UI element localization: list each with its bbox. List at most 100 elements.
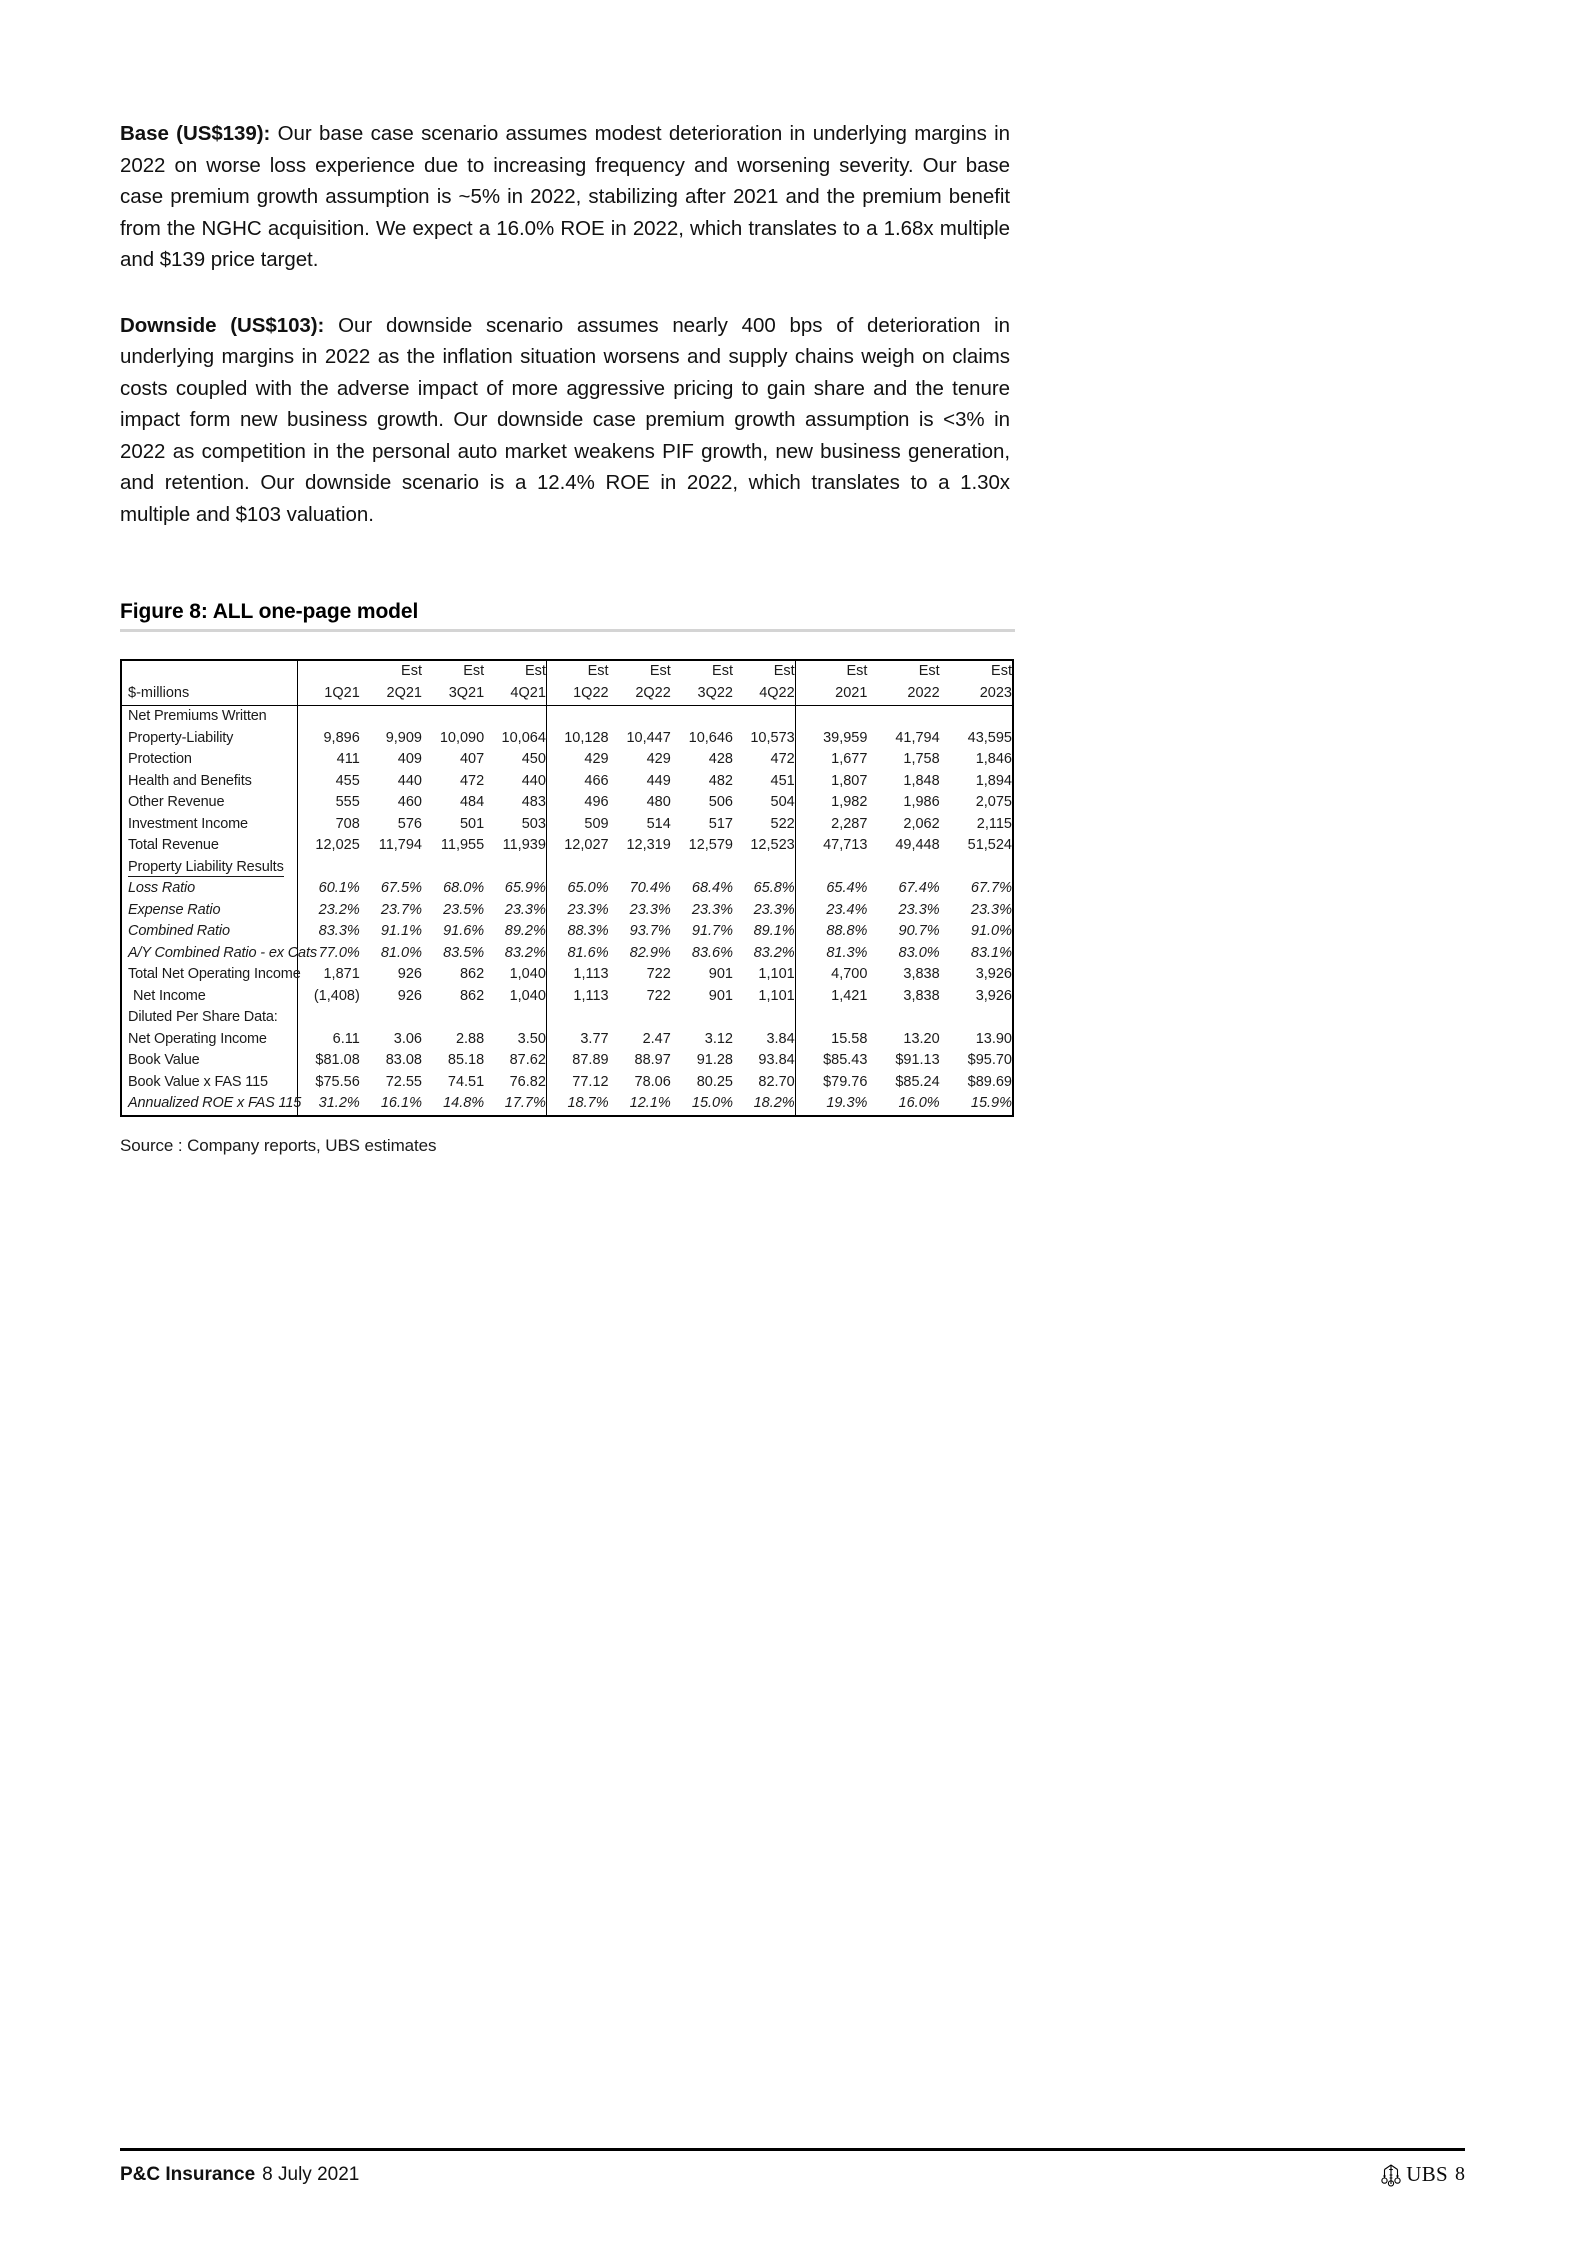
figure-caption: Figure 8: ALL one-page model <box>120 600 419 623</box>
table-cell <box>360 857 422 879</box>
table-cell: $75.56 <box>297 1071 360 1093</box>
table-cell: 722 <box>646 966 671 982</box>
header-period-3q21: 3Q21 <box>421 682 485 706</box>
table-cell: 1,113 <box>545 985 609 1007</box>
row-label: Investment Income <box>128 815 248 832</box>
table-cell: 15.9% <box>970 1095 1012 1111</box>
header-est-2q22: Est <box>649 663 671 679</box>
table-cell: 2.47 <box>642 1030 671 1047</box>
table-cell: 83.1% <box>970 944 1012 961</box>
table-cell: 10,090 <box>439 729 485 746</box>
table-cell: 411 <box>297 749 360 771</box>
table-body: Net Premiums Written Property-Liability 9,… <box>122 705 1012 1115</box>
table-cell: 12.1% <box>629 1095 671 1111</box>
header-period-2022: 2022 <box>867 682 940 706</box>
row-label: Book Value <box>128 1052 200 1068</box>
table-row: A/Y Combined Ratio - ex Cats 77.0% 81.0% 83… <box>122 942 1012 964</box>
page-footer: P&C Insurance 8 July 2021 <box>120 2162 1465 2187</box>
header-period-4q21: 4Q21 <box>484 682 547 706</box>
table-cell: 88.3% <box>545 921 609 943</box>
table-cell: 65.0% <box>545 878 609 900</box>
row-label: Total Revenue <box>128 837 219 853</box>
table-row: Protection 411 409 407 450 429 429 428 472 1,677 1… <box>122 749 1012 771</box>
table-cell: 81.0% <box>380 944 422 961</box>
table-row: Health and Benefits 455 440 472 440 466 449 482… <box>122 770 1012 792</box>
table-cell: 10,064 <box>501 729 546 746</box>
table-cell: 91.7% <box>691 923 733 939</box>
table-cell: 23.3% <box>629 901 671 918</box>
row-label: Combined Ratio <box>128 923 230 939</box>
table-cell: 13.90 <box>975 1030 1012 1047</box>
table-cell: 68.0% <box>443 880 485 896</box>
table-cell: 23.3% <box>691 901 733 918</box>
table-cell: 901 <box>708 987 733 1004</box>
header-period-2023: 2023 <box>939 682 1012 706</box>
body-content: Base (US$139): Our base case scenario as… <box>120 118 1010 564</box>
table-cell: 480 <box>646 794 671 810</box>
table-cell: 11,939 <box>502 837 546 853</box>
table-cell: 23.3% <box>970 901 1012 918</box>
table-cell: 65.4% <box>794 878 868 900</box>
table-cell: $81.08 <box>297 1050 360 1072</box>
table-cell: 83.2% <box>753 944 795 961</box>
row-label: Other Revenue <box>128 794 225 810</box>
table-cell: 1,040 <box>509 987 546 1004</box>
table-cell: 76.82 <box>509 1073 546 1090</box>
table-cell: 484 <box>459 794 485 810</box>
row-label: Annualized ROE x FAS 115 <box>128 1095 302 1111</box>
row-label: Net Premiums Written <box>128 708 267 724</box>
table-cell <box>609 706 671 728</box>
table-cell: 2,115 <box>976 815 1012 832</box>
row-label: Health and Benefits <box>128 772 252 789</box>
footer-right: UBS 8 <box>1380 2162 1465 2187</box>
table-cell: 91.6% <box>443 923 485 939</box>
table-cell: 83.5% <box>443 944 485 961</box>
table-cell <box>297 705 360 728</box>
header-period-2q22: 2Q22 <box>608 682 671 706</box>
table-cell: 23.4% <box>794 899 868 921</box>
table-cell: 67.5% <box>380 880 422 896</box>
ubs-logo: UBS <box>1380 2162 1448 2187</box>
table-cell <box>609 857 671 879</box>
header-est-1q22: Est <box>545 661 609 683</box>
table-cell: 91.0% <box>970 923 1012 939</box>
header-period-2021: 2021 <box>794 682 868 706</box>
table-cell <box>733 706 795 728</box>
table-cell: $85.24 <box>895 1073 940 1090</box>
table-cell: 82.9% <box>629 944 671 961</box>
table-cell: 451 <box>770 772 795 789</box>
table-cell: 88.97 <box>634 1052 671 1068</box>
table-cell: 1,982 <box>794 792 868 814</box>
table-cell: 91.1% <box>380 923 422 939</box>
footer-page-number: 8 <box>1455 2163 1465 2185</box>
table-cell: 23.3% <box>504 901 546 918</box>
table-cell: 472 <box>459 772 485 789</box>
table-cell: 77.12 <box>545 1071 609 1093</box>
row-label: Property Liability Results <box>122 857 298 879</box>
table-cell: 91.28 <box>696 1052 733 1068</box>
table-cell: 23.7% <box>380 901 422 918</box>
table-cell: 18.2% <box>753 1095 795 1111</box>
table-cell: 17.7% <box>504 1095 546 1111</box>
table-cell: 6.11 <box>297 1028 360 1050</box>
table-cell: 450 <box>521 751 546 767</box>
header-period-1q21: 1Q21 <box>297 682 360 706</box>
table-cell: 23.5% <box>443 901 485 918</box>
table-cell <box>297 1007 360 1029</box>
table-cell: 482 <box>708 772 733 789</box>
table-cell: 88.8% <box>794 921 868 943</box>
table-cell: 70.4% <box>629 880 671 896</box>
table-cell: 10,646 <box>688 729 733 746</box>
table-cell: 1,101 <box>758 966 795 982</box>
table-cell: $79.76 <box>794 1071 868 1093</box>
table-cell: 65.9% <box>504 880 546 896</box>
table-row: Total Net Operating Income 1,871 926 862 1,0… <box>122 964 1012 986</box>
table-cell: 10,573 <box>750 729 795 746</box>
table-cell: 72.55 <box>385 1073 422 1090</box>
header-est-4q22: Est <box>773 663 795 679</box>
header-est-3q22: Est <box>712 663 733 679</box>
table-cell: 466 <box>545 770 609 792</box>
row-label: Total Net Operating Income <box>128 966 301 982</box>
table-cell: 3,838 <box>903 987 940 1004</box>
table-cell: 81.6% <box>545 942 609 964</box>
